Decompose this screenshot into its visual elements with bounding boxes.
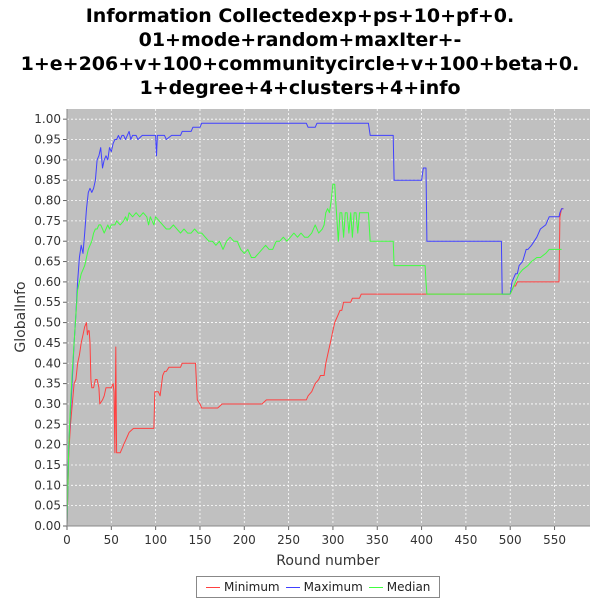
- y-tick-label: 0.70: [34, 234, 61, 248]
- y-tick-label: 0.55: [34, 295, 61, 309]
- x-tick-label: 50: [104, 533, 119, 547]
- title-line-4: 1+degree+4+clusters+4+info: [139, 77, 461, 99]
- x-tick-label: 300: [321, 533, 344, 547]
- x-axis-label: Round number: [276, 553, 380, 569]
- axes: 0.00 0.05 0.10 0.15 0.20 0.25 0.30 0.35 0.40 0.45…: [34, 109, 590, 547]
- y-tick-label: 0.60: [34, 275, 61, 289]
- y-tick-label: 0.50: [34, 316, 61, 330]
- y-tick-label: 0.85: [34, 173, 61, 187]
- title-line-3: 1+e+206+v+100+communitycircle+v+100+beta…: [20, 53, 580, 75]
- legend-label: Median: [386, 580, 431, 594]
- x-tick-label: 0: [63, 533, 71, 547]
- y-tick-label: 0.90: [34, 153, 61, 167]
- legend-swatch: [368, 586, 383, 588]
- y-tick-label: 0.75: [34, 214, 61, 228]
- series-lines: [66, 122, 564, 527]
- x-tick-label: 200: [233, 533, 256, 547]
- y-tick-label: 0.25: [34, 417, 61, 431]
- x-tick-label: 500: [499, 533, 522, 547]
- y-tick-label: 0.10: [34, 478, 61, 492]
- series-line-median: [66, 183, 562, 527]
- legend-swatch: [285, 586, 300, 588]
- chart-title: Information Collectedexp+ps+10+pf+0. 01+…: [0, 4, 600, 100]
- x-tick-label: 400: [410, 533, 433, 547]
- y-tick-label: 0.30: [34, 397, 61, 411]
- x-tick-label: 350: [366, 533, 389, 547]
- x-tick-label: 100: [144, 533, 167, 547]
- y-tick-label: 0.65: [34, 255, 61, 269]
- y-tick-label: 0.15: [34, 458, 61, 472]
- legend-label: Maximum: [303, 580, 363, 594]
- y-tick-label: 0.40: [34, 356, 61, 370]
- legend-item-minimum: Minimum: [206, 580, 280, 594]
- y-axis-label: GlobalInfo: [13, 281, 29, 352]
- y-tick-label: 0.35: [34, 377, 61, 391]
- y-tick-label: 0.80: [34, 194, 61, 208]
- x-tick-label: 450: [454, 533, 477, 547]
- y-tick-label: 0.95: [34, 133, 61, 147]
- x-tick-label: 550: [543, 533, 566, 547]
- y-tick-label: 1.00: [34, 112, 61, 126]
- legend-item-median: Median: [368, 580, 431, 594]
- plot-area: [67, 109, 590, 526]
- y-tick-label: 0.00: [34, 519, 61, 533]
- y-tick-label: 0.45: [34, 336, 61, 350]
- x-tick-label: 150: [189, 533, 212, 547]
- y-tick-label: 0.05: [34, 499, 61, 513]
- title-line-2: 01+mode+random+maxIter+-: [138, 29, 462, 51]
- series-line-maximum: [66, 122, 564, 527]
- y-tick-label: 0.20: [34, 438, 61, 452]
- grid-lines: [67, 109, 590, 526]
- x-tick-label: 250: [277, 533, 300, 547]
- legend-item-maximum: Maximum: [285, 580, 363, 594]
- title-line-1: Information Collectedexp+ps+10+pf+0.: [85, 5, 515, 27]
- legend: Minimum Maximum Median: [196, 576, 441, 598]
- series-line-minimum: [66, 208, 564, 527]
- legend-label: Minimum: [224, 580, 280, 594]
- legend-swatch: [206, 586, 220, 588]
